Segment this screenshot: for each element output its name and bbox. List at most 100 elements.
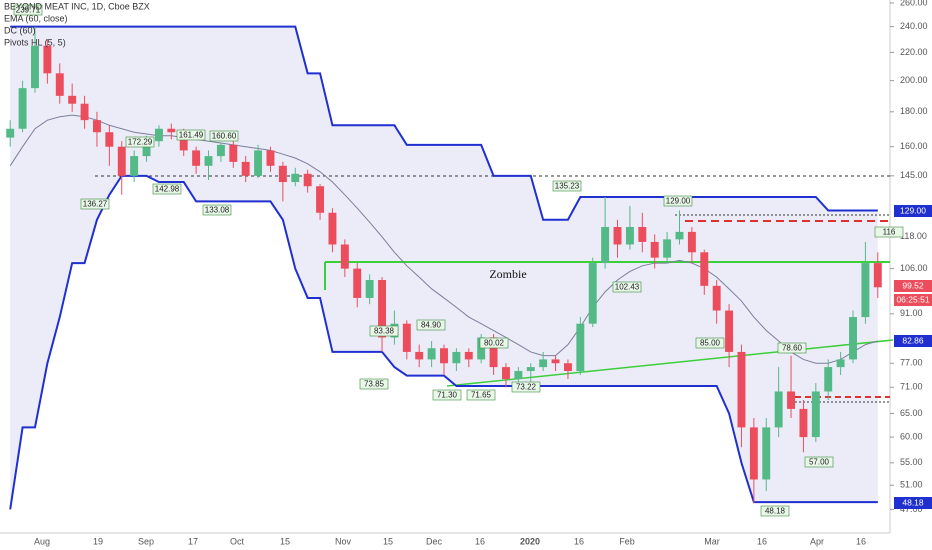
- candle-body: [427, 348, 436, 360]
- pivot-label: 80.02: [484, 339, 505, 348]
- candle-body: [303, 173, 312, 187]
- candle-body: [811, 391, 820, 438]
- dc-upper-line: [10, 25, 878, 221]
- candle-body: [204, 156, 213, 166]
- price-tag-label: 129.00: [900, 205, 926, 215]
- candle-body: [514, 371, 523, 380]
- candle-body: [117, 146, 126, 176]
- pivot-box: [359, 378, 389, 390]
- x-tick-label: 16: [574, 536, 584, 546]
- candle-body: [130, 156, 139, 176]
- legend-entry: BEYOND MEAT INC, 1D, Cboe BZX: [4, 1, 150, 11]
- candle-body: [539, 359, 548, 368]
- y-tick-label: 106.00: [900, 263, 928, 273]
- candle-body: [551, 359, 560, 364]
- x-tick-label: 15: [383, 536, 393, 546]
- candle-body: [402, 323, 411, 352]
- candle-body: [241, 161, 250, 176]
- pivot-box: [176, 129, 206, 141]
- pivot-label: 102.43: [615, 283, 640, 292]
- pivot-box: [552, 180, 582, 192]
- pivot-box: [125, 136, 155, 148]
- price-tag-label: 99.52: [902, 280, 924, 290]
- candle-body: [415, 351, 424, 360]
- candle-body: [254, 150, 263, 176]
- pivot-box: [663, 195, 693, 207]
- pivot-label: 48.18: [765, 507, 786, 516]
- candle-body: [216, 144, 225, 157]
- pivot-box: [511, 381, 541, 393]
- x-tick-label: Aug: [34, 536, 50, 546]
- candle-body: [861, 263, 870, 318]
- pivot-label: 71.65: [471, 391, 492, 400]
- x-tick-label: 16: [475, 536, 485, 546]
- x-tick-label: Feb: [619, 536, 635, 546]
- pivot-box: [202, 204, 232, 216]
- candle-body: [80, 103, 89, 121]
- candle-body: [18, 88, 27, 129]
- candle-body: [663, 239, 672, 258]
- x-tick-label: 16: [856, 536, 866, 546]
- pivot-label: 57.00: [809, 458, 830, 467]
- candle-body: [787, 391, 796, 409]
- candle-body: [278, 165, 287, 183]
- candle-body: [464, 351, 473, 360]
- pivot-box: [612, 281, 642, 293]
- y-tick-label: 77.00: [900, 358, 923, 368]
- candle-body: [31, 45, 39, 89]
- x-tick-label: 16: [757, 536, 767, 546]
- pivot-box: [695, 337, 725, 349]
- dc-lower-line: [9, 174, 878, 510]
- channel-fill: [10, 26, 878, 510]
- candle-body: [675, 231, 684, 240]
- y-tick-label: 200.00: [900, 75, 928, 85]
- pivot-label: 73.85: [364, 380, 385, 389]
- y-tick-label: 118.00: [900, 231, 927, 241]
- candle-body: [316, 186, 325, 213]
- pivot-box: [13, 4, 43, 16]
- x-tick-label: Mar: [704, 536, 720, 546]
- candle-body: [824, 367, 833, 392]
- x-tick-label: Oct: [230, 536, 245, 546]
- price-tag: [894, 294, 932, 306]
- candle-body: [762, 427, 771, 480]
- candle-body: [291, 173, 300, 183]
- pivot-label: 161.49: [179, 131, 204, 140]
- pivot-box: [804, 456, 834, 468]
- pivot-box: [416, 319, 446, 331]
- pivot-box: [209, 130, 239, 142]
- x-tick-label: 19: [93, 536, 103, 546]
- candle-body: [737, 351, 746, 428]
- candle-body: [340, 244, 349, 269]
- y-tick-label: 145.00: [900, 170, 928, 180]
- pivot-label: 84.90: [421, 321, 442, 330]
- pivot-box: [479, 337, 509, 349]
- candle-body: [502, 367, 510, 380]
- candle-body: [712, 285, 721, 311]
- price-tag: [894, 280, 932, 292]
- candle-body: [526, 367, 535, 372]
- y-tick-label: 55.00: [900, 457, 923, 467]
- candle-body: [700, 252, 709, 286]
- x-tick-label: 17: [188, 536, 198, 546]
- pivot-label: 85.00: [700, 339, 721, 348]
- candle-body: [452, 351, 461, 364]
- candle-body: [638, 226, 647, 242]
- candle-body: [378, 279, 386, 338]
- candle-body: [873, 263, 882, 288]
- price-tag: [894, 205, 932, 217]
- x-tick-label: Sep: [138, 536, 154, 546]
- pivot-label: 71.30: [437, 391, 458, 400]
- y-tick-label: 180.00: [900, 106, 928, 116]
- x-tick-label: Dec: [426, 536, 443, 546]
- pivot-box: [466, 389, 496, 401]
- price-tag-label: 48.18: [902, 497, 924, 507]
- x-tick-label: Nov: [335, 536, 352, 546]
- candle-body: [749, 427, 758, 480]
- candle-body: [588, 263, 597, 324]
- pivot-label: 172.29: [128, 138, 153, 147]
- candle-body: [229, 144, 238, 162]
- pivot-box: [760, 505, 790, 517]
- legend-entry: Pivots HL (5, 5): [4, 37, 66, 47]
